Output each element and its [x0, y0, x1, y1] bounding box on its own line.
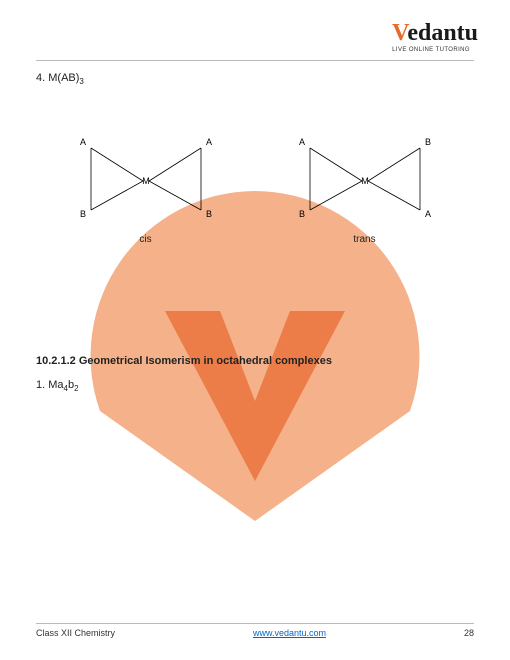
svg-text:A: A [79, 137, 85, 147]
caption-row: cis trans [36, 234, 474, 245]
sub-formula-a: Ma [48, 379, 63, 391]
footer-page-number: 28 [464, 628, 474, 638]
svg-text:A: A [205, 137, 211, 147]
svg-text:A: A [424, 209, 430, 219]
section-number: 10.2.1.2 [36, 355, 76, 367]
logo-tagline: LIVE ONLINE TUTORING [392, 47, 478, 53]
diagram-row: A A B B M A B B A M [36, 136, 474, 226]
logo-letter-v: V [392, 20, 407, 46]
sub-item-1: 1. Ma4b2 [36, 379, 474, 393]
footer-link[interactable]: www.vedantu.com [253, 628, 326, 638]
item-number: 4. [36, 72, 45, 84]
section-title: Geometrical Isomerism in octahedral comp… [79, 355, 332, 367]
divider-bottom [36, 623, 474, 624]
cis-caption: cis [71, 234, 221, 245]
sub-formula-sub2: 2 [74, 384, 78, 393]
divider-top [36, 60, 474, 61]
trans-diagram: A B B A M [290, 136, 440, 226]
svg-text:B: B [79, 209, 85, 219]
svg-text:B: B [298, 209, 304, 219]
svg-text:B: B [424, 137, 430, 147]
footer-left: Class XII Chemistry [36, 628, 115, 638]
logo-rest: edantu [407, 20, 478, 46]
formula-sub: 3 [79, 77, 83, 86]
formula-body: M(AB) [48, 72, 79, 84]
page-footer: Class XII Chemistry www.vedantu.com 28 [36, 628, 474, 638]
cis-diagram: A A B B M [71, 136, 221, 226]
sub-item-number: 1. [36, 379, 45, 391]
svg-text:A: A [298, 137, 304, 147]
svg-text:M: M [361, 176, 369, 186]
item-4: 4. M(AB)3 [36, 72, 474, 86]
trans-caption: trans [290, 234, 440, 245]
page-content: 4. M(AB)3 A A B B M A B B A M cis trans 10.2.1.2… [36, 72, 474, 610]
svg-text:M: M [142, 176, 150, 186]
brand-logo: Vedantu LIVE ONLINE TUTORING [392, 20, 478, 53]
section-heading: 10.2.1.2 Geometrical Isomerism in octahe… [36, 355, 474, 367]
svg-text:B: B [205, 209, 211, 219]
